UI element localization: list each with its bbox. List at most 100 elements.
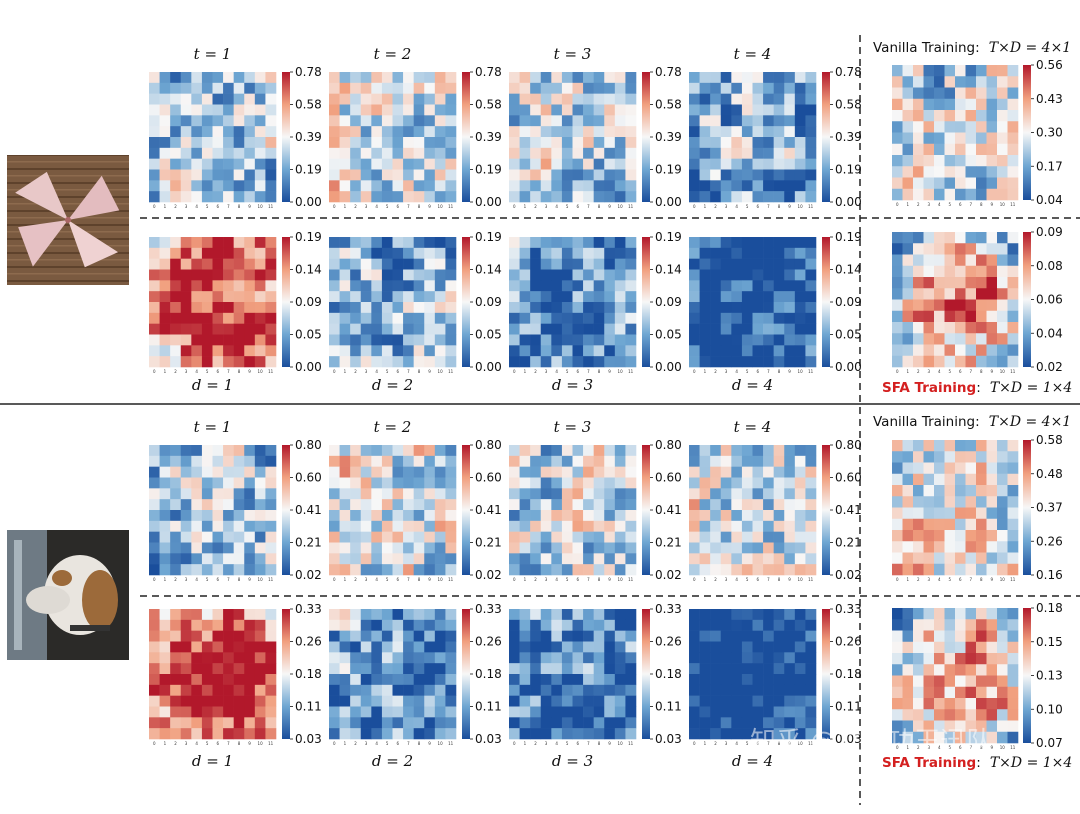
heatmap-cell <box>593 445 605 457</box>
heatmap-cell <box>955 177 966 190</box>
heatmap-cell <box>339 115 351 127</box>
heatmap-cell <box>604 717 616 729</box>
heatmap-cell <box>583 520 594 532</box>
axis-tick-x: 5 <box>746 577 749 582</box>
axis-tick-x: 11 <box>448 741 454 746</box>
heatmap-cell <box>710 684 722 696</box>
colorbar-tick-label: 0.21 <box>295 536 322 550</box>
heatmap-cell <box>614 706 626 718</box>
heatmap-cell <box>944 65 956 77</box>
heatmap-cell <box>254 717 266 729</box>
heatmap-cell <box>212 695 224 707</box>
heatmap-cell <box>561 455 573 467</box>
heatmap-cell <box>773 630 785 642</box>
heatmap-cell <box>572 280 584 292</box>
heatmap-cell <box>689 180 700 192</box>
colorbar-tick-label: 0.05 <box>475 328 502 342</box>
heatmap-cell <box>360 619 372 631</box>
axis-tick-x: 5 <box>566 577 569 582</box>
heatmap-cell <box>976 232 987 244</box>
axis-tick-x: 6 <box>757 204 760 209</box>
axis-tick-x: 2 <box>174 204 177 209</box>
heatmap-cell <box>614 445 626 457</box>
heatmap-cell <box>720 269 732 281</box>
heatmap-cell <box>159 477 171 489</box>
heatmap-cell <box>710 488 722 500</box>
heatmap-cell <box>201 609 213 621</box>
axis-tick-x: 8 <box>598 204 601 209</box>
heatmap-cell <box>572 684 584 696</box>
axis-tick-x: 5 <box>206 369 209 374</box>
heatmap-cell <box>625 269 637 281</box>
heatmap-cell <box>741 728 753 740</box>
heatmap-cell <box>223 531 234 543</box>
heatmap-cell <box>339 609 351 621</box>
heatmap-cell <box>923 299 935 312</box>
heatmap-cell <box>445 531 457 543</box>
heatmap-cell <box>731 104 743 116</box>
heatmap-cell <box>149 663 160 675</box>
heatmap-cell <box>434 520 446 532</box>
heatmap-cell <box>583 499 594 511</box>
heatmap-cell <box>720 72 732 84</box>
heatmap-cell <box>976 132 987 145</box>
heatmap-cell <box>997 87 1008 100</box>
heatmap-cell <box>212 663 224 675</box>
heatmap-cell <box>381 520 393 532</box>
heatmap-cell <box>986 98 998 111</box>
heatmap-cell <box>445 180 457 192</box>
heatmap-cell <box>561 445 573 457</box>
heatmap-cell <box>434 334 446 346</box>
heatmap-cell <box>159 531 171 543</box>
heatmap-cell <box>913 485 924 497</box>
heatmap-cell <box>329 466 340 478</box>
heatmap-cell <box>170 674 182 686</box>
heatmap-cell <box>445 126 457 138</box>
heatmap-cell <box>955 641 966 654</box>
heatmap-cell <box>604 180 616 192</box>
heatmap-cell <box>752 728 764 740</box>
panel-label: t = 1 <box>194 418 232 436</box>
heatmap-cell <box>403 104 414 116</box>
heatmap-cell <box>445 302 457 314</box>
heatmap-cell <box>986 440 998 452</box>
axis-tick-x: 5 <box>746 369 749 374</box>
heatmap-cell <box>923 653 935 665</box>
heatmap-cell <box>223 728 234 740</box>
heatmap-cell <box>561 158 573 170</box>
heatmap-cell <box>752 477 764 489</box>
panel-label: t = 2 <box>374 418 412 436</box>
heatmap-cell <box>572 488 584 500</box>
heatmap-cell <box>413 180 425 192</box>
heatmap-cell <box>741 445 753 457</box>
heatmap-cell <box>934 121 945 133</box>
heatmap-cell <box>403 564 414 576</box>
heatmap-cell <box>583 609 594 621</box>
heatmap-cell <box>413 345 425 357</box>
heatmap-cell <box>752 531 764 543</box>
heatmap-cell <box>434 247 446 259</box>
heatmap-cell <box>551 641 563 653</box>
heatmap-cell <box>551 630 563 642</box>
axis-tick-x: 11 <box>268 204 274 209</box>
heatmap-cell <box>976 76 987 88</box>
heatmap-cell <box>784 488 796 500</box>
heatmap-cell <box>159 93 171 105</box>
heatmap-cell <box>583 488 594 500</box>
heatmap-cell <box>424 510 436 522</box>
axis-tick-x: 11 <box>1010 202 1016 207</box>
heatmap-cell <box>997 110 1008 122</box>
heatmap-cell <box>965 166 977 178</box>
heatmap-cell <box>720 477 732 489</box>
heatmap-cell <box>445 93 457 105</box>
heatmap-cell <box>572 147 584 159</box>
heatmap-cell <box>170 652 182 664</box>
heatmap-cell <box>530 695 542 707</box>
heatmap-cell <box>223 312 234 324</box>
heatmap-cell <box>434 356 446 368</box>
heatmap-cell <box>223 302 234 314</box>
heatmap-cell <box>720 663 732 675</box>
heatmap-cell <box>509 169 520 181</box>
heatmap-cell <box>955 143 966 156</box>
axis-tick-x: 0 <box>693 577 696 582</box>
